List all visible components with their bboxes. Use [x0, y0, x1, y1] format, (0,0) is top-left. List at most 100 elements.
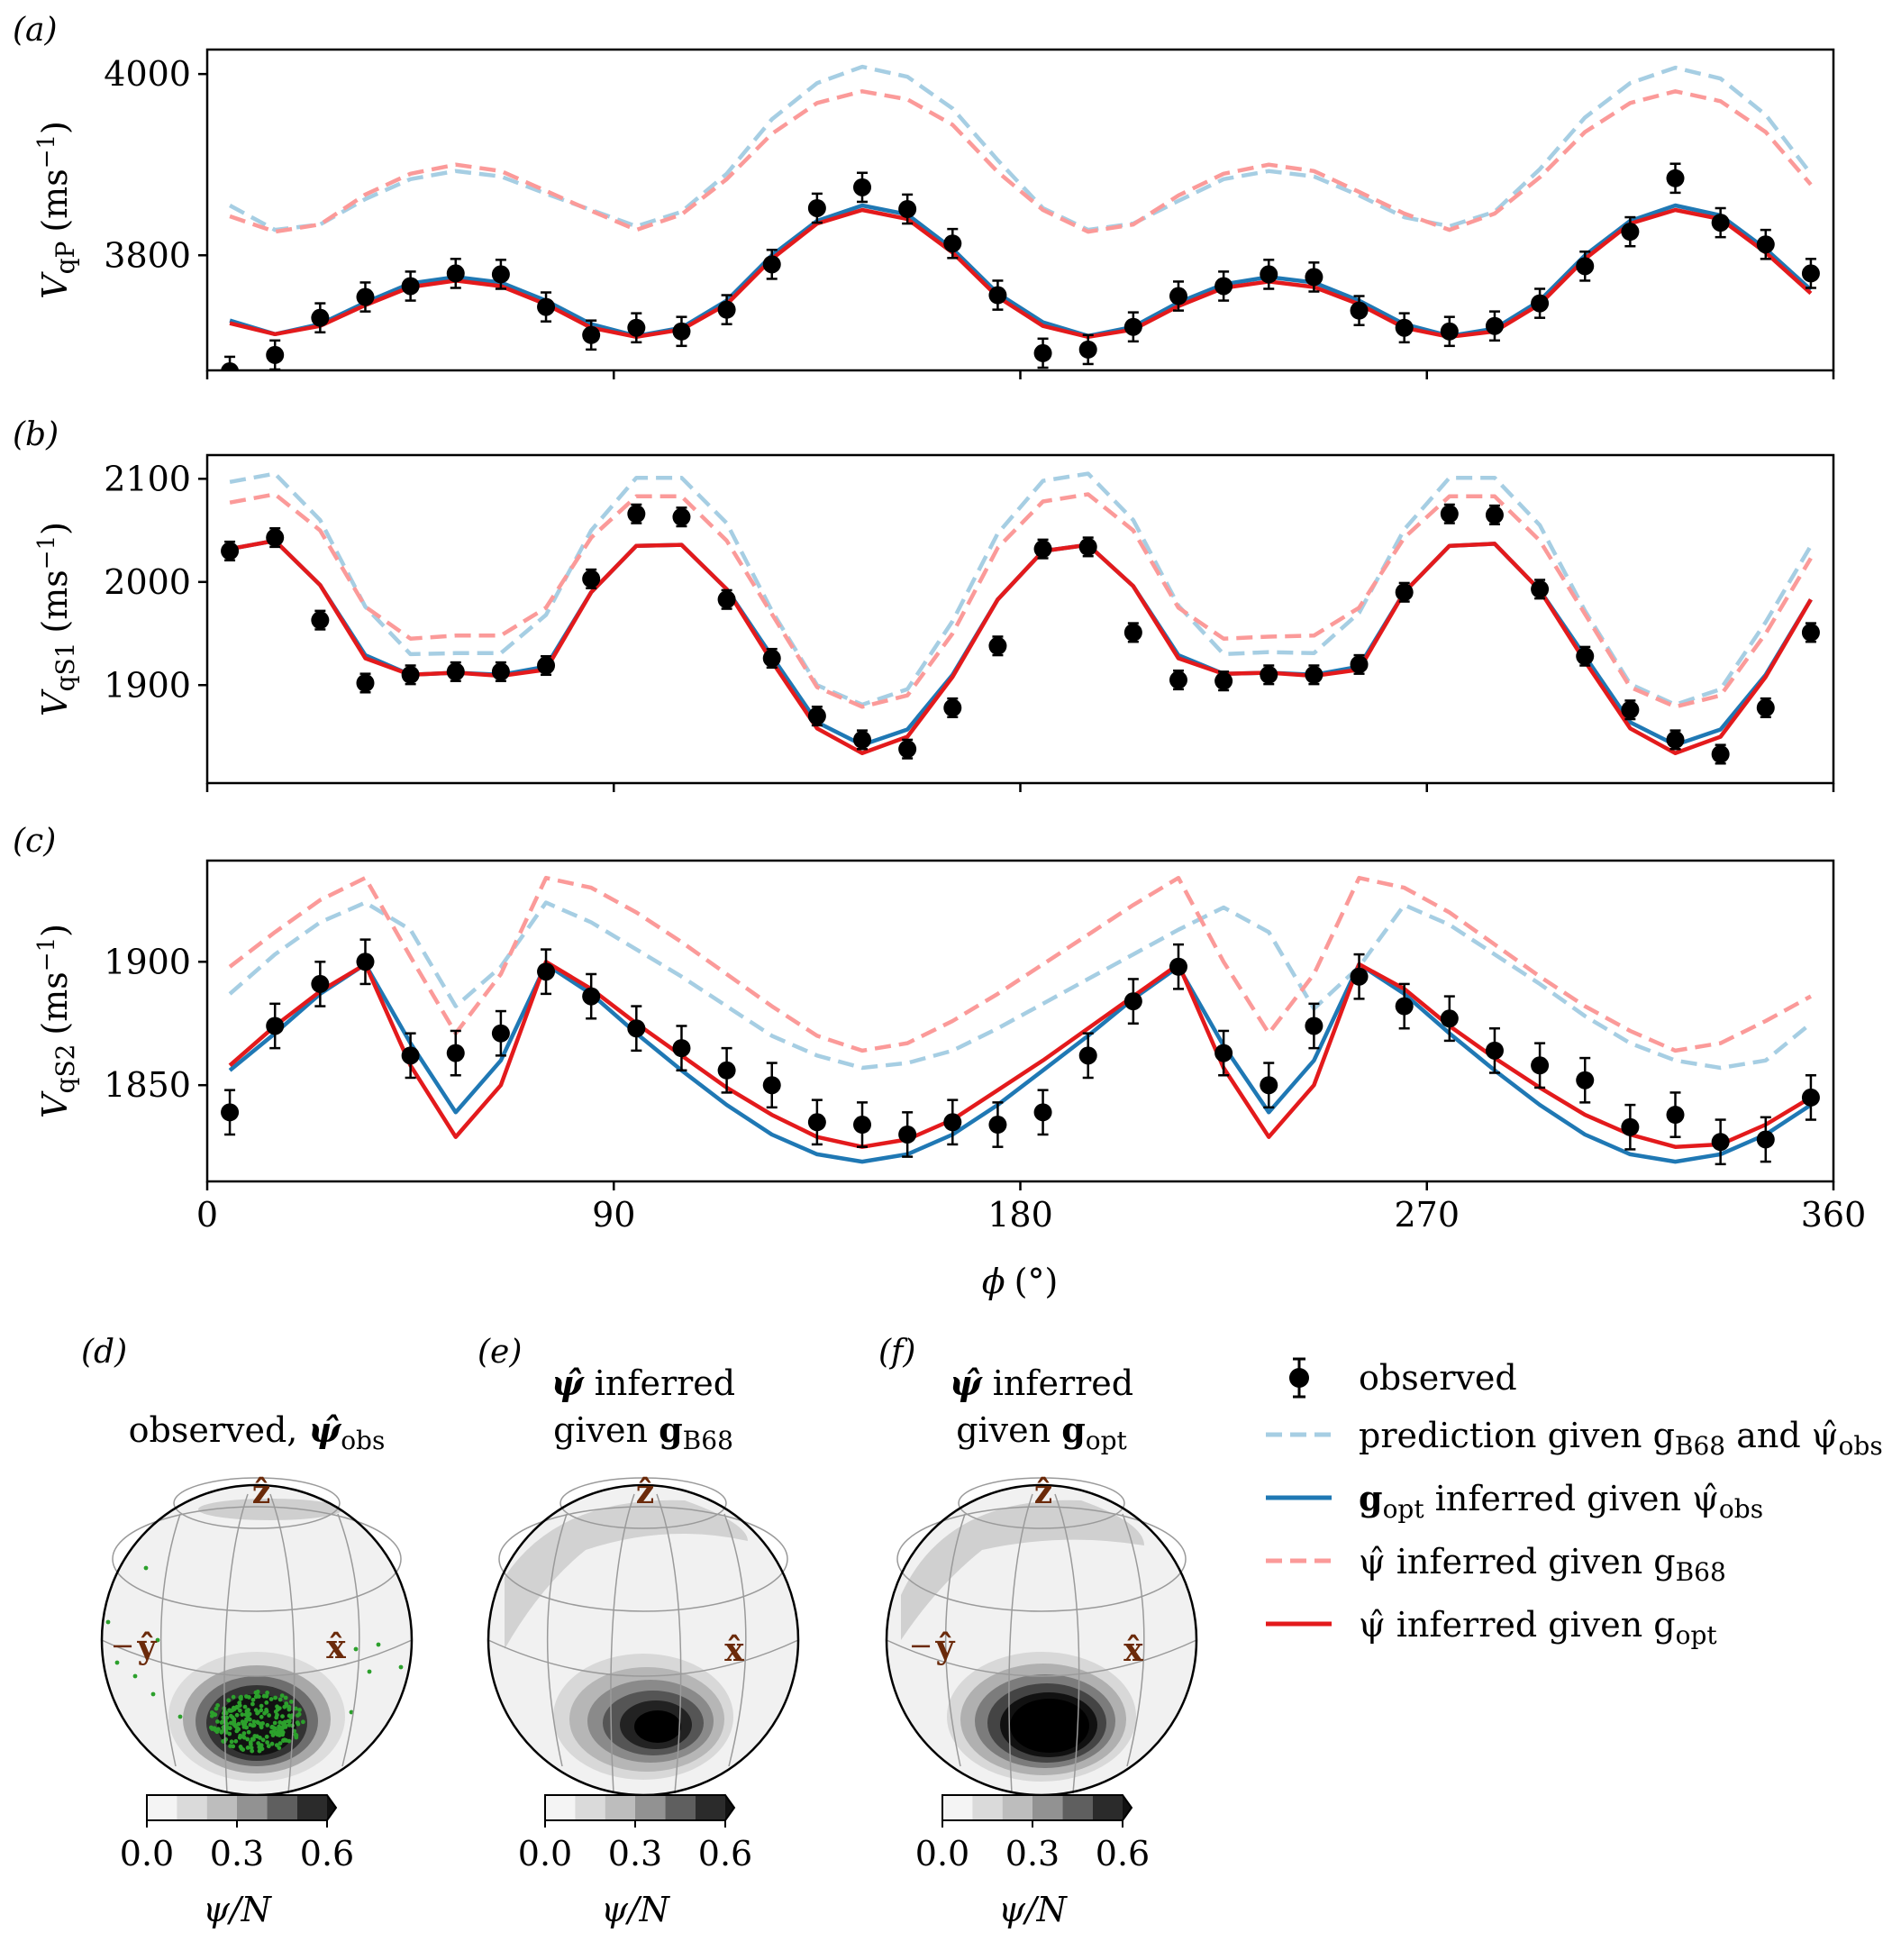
xtick-label: 270 [1394, 1195, 1460, 1235]
orientation-marker [232, 1717, 237, 1722]
panel-e-letter: (e) [478, 1334, 522, 1371]
panel-b: (b) VqS1(ms−1) 1900 2000 2100 [13, 416, 1835, 792]
orientation-marker [280, 1724, 286, 1729]
orientation-marker [265, 1691, 269, 1695]
orientation-marker [296, 1721, 301, 1727]
series-line--inferred-given-gopt [229, 207, 1813, 340]
observed-point [1123, 978, 1142, 1025]
observed-point [1440, 503, 1459, 524]
observed-point [762, 1062, 781, 1109]
orientation-marker [224, 1715, 230, 1720]
orientation-marker [209, 1713, 214, 1718]
colorbar-band [695, 1795, 725, 1820]
orientation-marker [238, 1708, 242, 1713]
xtick-label: 0 [196, 1195, 218, 1235]
observed-point [1711, 206, 1730, 239]
orientation-marker [248, 1717, 252, 1722]
svg-text:VqP(ms−1): VqP(ms−1) [33, 121, 80, 299]
orientation-marker [233, 1738, 239, 1744]
ytick-label: 3800 [104, 235, 191, 275]
observed-point [221, 540, 240, 562]
series-line-prediction-given-gb68-and-obs [229, 471, 1813, 707]
legend: observed prediction given gB68 and ψ̂obs… [1266, 1357, 1883, 1650]
observed-point [1531, 287, 1550, 319]
orientation-marker [277, 1697, 283, 1702]
sphere-d-y-label: ŷ [137, 1628, 158, 1666]
observed-point [1305, 261, 1323, 293]
orientation-marker [283, 1695, 288, 1700]
orientation-marker [272, 1720, 277, 1726]
observed-point [1169, 280, 1187, 312]
observed-point [446, 258, 465, 289]
observed-point [988, 279, 1007, 311]
orientation-marker [259, 1714, 264, 1719]
panel-c-plot [221, 875, 1820, 1166]
legend-entry-gopt: gopt inferred given ψ̂obs [1266, 1478, 1763, 1524]
orientation-marker [227, 1726, 232, 1731]
observed-point [1576, 1056, 1595, 1104]
observed-point [627, 1005, 646, 1053]
observed-point [1666, 729, 1685, 751]
orientation-marker [226, 1698, 232, 1703]
observed-point [1440, 995, 1459, 1043]
orientation-marker [238, 1745, 243, 1749]
orientation-marker [287, 1704, 292, 1709]
series-line-prediction-given-gb68-and-obs [228, 900, 1813, 1071]
colorbar-tick-label: 0.6 [300, 1834, 354, 1873]
colorbar-tick-label: 0.6 [1096, 1834, 1150, 1873]
colorbar-label: ψ/N [998, 1890, 1069, 1929]
orientation-marker [250, 1701, 255, 1707]
orientation-marker [220, 1719, 225, 1724]
colorbar-band [1092, 1795, 1123, 1820]
colorbar-f: 0.0 0.3 0.6 ψ/N [915, 1794, 1150, 1929]
orientation-marker [268, 1697, 274, 1701]
observed-point [672, 315, 691, 348]
observed-point [401, 1032, 420, 1080]
svg-text:prediction given gB68 and ψ̂ob: prediction given gB68 and ψ̂obs [1359, 1416, 1883, 1461]
panel-a-frame [205, 48, 1835, 372]
orientation-marker [244, 1717, 249, 1722]
orientation-marker [280, 1730, 286, 1735]
orientation-marker [265, 1740, 269, 1745]
orientation-marker [249, 1742, 253, 1747]
observed-point [943, 697, 962, 718]
orientation-marker [229, 1739, 234, 1745]
observed-point [1485, 310, 1504, 342]
sphere-e-grid [487, 1477, 799, 1794]
panel-a: (a) VqP(ms−1) 3800 4000 [13, 12, 1835, 379]
observed-point [1711, 743, 1730, 765]
sphere-e-x-label: x̂ [724, 1631, 744, 1669]
orientation-marker [259, 1708, 264, 1713]
panel-c: (c) VqS2(ms−1) 1850 1900 0 90 180 270 360 [13, 823, 1866, 1235]
x-axis-label: ϕ (°) [982, 1262, 1059, 1301]
observed-point [1621, 699, 1640, 721]
observed-point [1756, 697, 1775, 718]
orientation-marker [246, 1729, 251, 1735]
observed-point [1033, 538, 1052, 560]
orientation-marker [277, 1741, 283, 1746]
orientation-marker [281, 1737, 286, 1743]
observed-point [1576, 251, 1595, 282]
orientation-marker [241, 1734, 246, 1739]
observed-point [898, 193, 917, 225]
orientation-marker [256, 1709, 260, 1715]
observed-point [717, 294, 736, 325]
legend-entry-prediction-b68: prediction given gB68 and ψ̂obs [1266, 1416, 1883, 1461]
observed-point [988, 635, 1007, 657]
observed-point [266, 339, 285, 370]
ytick-label: 4000 [104, 54, 191, 94]
observed-point [1395, 312, 1414, 344]
orientation-marker [212, 1726, 217, 1731]
panel-a-plot [221, 64, 1820, 370]
panel-b-yticks: 1900 2000 2100 [104, 459, 207, 705]
orientation-marker [234, 1712, 240, 1718]
orientation-marker [238, 1695, 243, 1700]
observed-point [1169, 669, 1187, 691]
orientation-marker [269, 1741, 275, 1746]
xtick-label: 180 [987, 1195, 1053, 1235]
observed-point [1033, 337, 1052, 369]
observed-point [853, 171, 872, 204]
observed-point [1756, 1116, 1775, 1163]
observed-point [401, 270, 420, 302]
colorbar-band [237, 1795, 268, 1820]
